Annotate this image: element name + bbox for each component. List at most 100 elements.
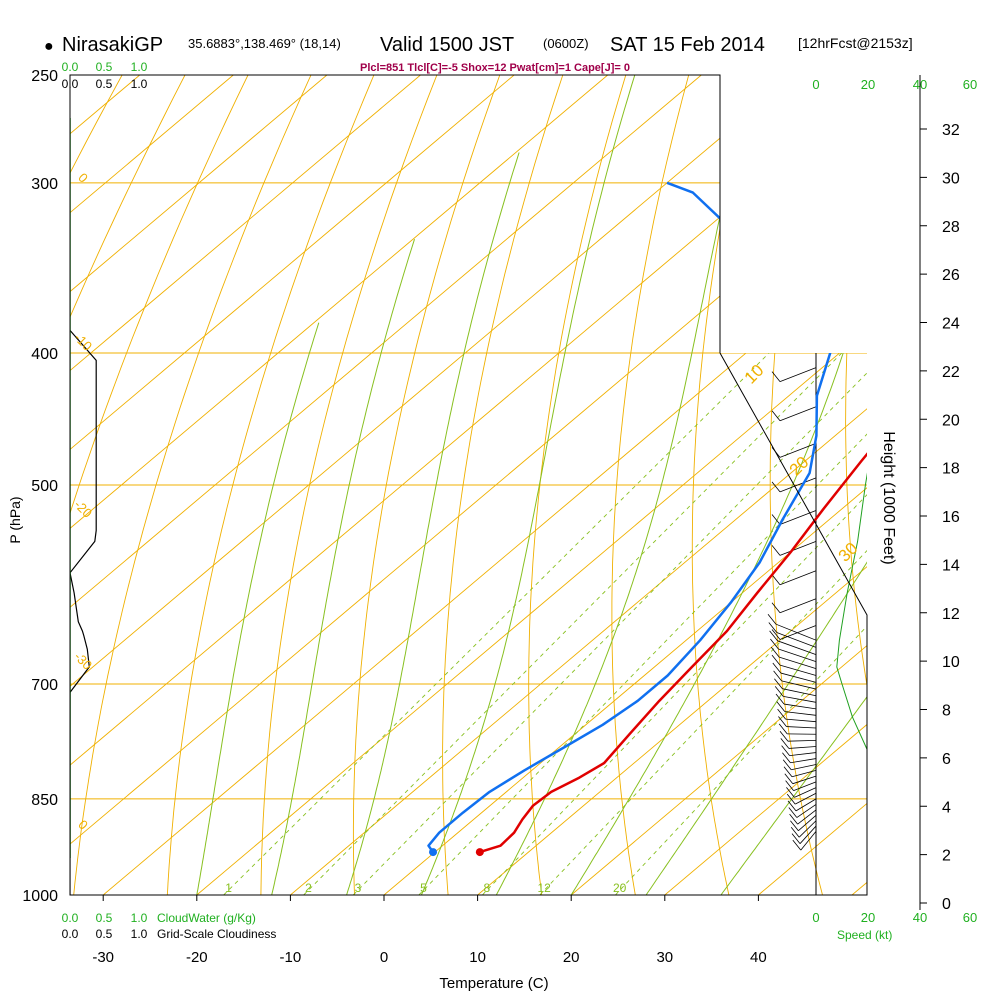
dry-adiabat-line [70, 75, 186, 319]
plot-frame [69, 74, 921, 910]
cloudiness-bottom-tick: 0.5 [96, 927, 113, 941]
speed-bottom-tick: 60 [963, 910, 977, 925]
wind-barb-flag [789, 813, 798, 825]
height-tick-label: 26 [942, 267, 960, 284]
height-tick-label: 24 [942, 316, 960, 333]
wind-barb-flag [782, 759, 792, 771]
wind-barb [781, 680, 817, 690]
cloudwater-bottom-tick: 1.0 [131, 911, 148, 925]
isotherm-line [946, 75, 1000, 895]
surface-temperature-point [475, 848, 484, 857]
x-tick-label: 40 [750, 949, 767, 966]
p-tick-label: 250 [31, 68, 58, 85]
mixing-ratio-line [482, 494, 867, 895]
cloud-profile [70, 118, 97, 895]
p-tick-label: 300 [31, 176, 58, 193]
cloudwater-bottom-tick: 0.5 [96, 911, 113, 925]
isotherm-line [477, 566, 867, 895]
cloudiness-top-tick: 1.0 [131, 77, 148, 91]
height-tick-label: 30 [942, 170, 960, 187]
wind-barb [795, 798, 817, 812]
dry-adiabat-line [166, 75, 375, 895]
wind-barb [791, 764, 817, 771]
plot-corner-mask [720, 60, 867, 353]
mixing-ratio-label: 2 [305, 881, 312, 895]
isotherm-label: 10 [741, 361, 768, 388]
dry-adiabat-line [990, 75, 1000, 895]
height-tick-label: 14 [942, 557, 960, 574]
p-tick-label: 700 [31, 677, 58, 694]
dry-adiabat-line [691, 75, 753, 895]
cloudwater-top-tick: 0.0 [62, 60, 79, 74]
dry-adiabat-label: -30 [71, 649, 95, 673]
wind-barb [779, 664, 817, 676]
wind-barb [793, 781, 817, 791]
wind-barb [779, 570, 817, 586]
mixing-ratio-line [223, 352, 770, 895]
dry-adiabat-line [611, 75, 690, 895]
mixing-ratio-label: 1 [225, 881, 232, 895]
moist-adiabat-line [346, 152, 520, 895]
wind-barb-flag [771, 629, 781, 640]
stability-indices: Plcl=851 Tlcl[C]=-5 Shox=12 Pwat[cm]=1 C… [360, 62, 630, 74]
wind-barb-flag [776, 701, 786, 712]
x-tick-label: -20 [186, 949, 208, 966]
wind-barb-flag [770, 638, 779, 650]
mixing-ratio-line [352, 372, 867, 895]
wind-barb-flag [770, 646, 780, 658]
x-axis-title: Temperature (C) [439, 975, 548, 992]
wind-barb [777, 640, 817, 655]
cloud-cover-line [70, 330, 97, 895]
wind-barb [775, 623, 817, 641]
wind-barb-flag [778, 716, 787, 727]
height-tick-label: 8 [942, 703, 951, 720]
wind-barb [776, 632, 817, 648]
speed-top-tick: 20 [861, 77, 875, 92]
height-tick-label: 0 [942, 896, 951, 913]
wind-barb [788, 746, 817, 749]
cloudiness-top-tick: 0.5 [96, 77, 113, 91]
station-name: NirasakiGP [62, 34, 163, 56]
wind-barb [789, 752, 817, 757]
wind-barb [799, 825, 817, 844]
p-tick-label: 400 [31, 346, 58, 363]
isotherm-line [70, 75, 515, 451]
p-tick-label: 1000 [22, 888, 58, 905]
cloudwater-bottom-tick: 0.0 [62, 911, 79, 925]
wind-barb [779, 598, 817, 614]
height-tick-label: 10 [942, 654, 960, 671]
wind-barb [783, 703, 817, 710]
forecast-info: [12hrFcst@2153z] [798, 35, 913, 51]
wind-barb [795, 792, 817, 805]
wind-barb-flag [792, 839, 802, 851]
height-tick-label: 2 [942, 848, 951, 865]
isotherm-line [851, 881, 867, 895]
x-tick-label: 0 [380, 949, 388, 966]
temperature-line [479, 452, 867, 854]
plot-border [69, 74, 868, 896]
isotherm-line [664, 723, 867, 895]
sounding-series [427, 181, 867, 857]
wind-barb-flag [771, 371, 781, 382]
speed-bottom-tick: 40 [913, 910, 927, 925]
wind-barb-flag [775, 693, 785, 705]
station-coords: 35.6883°,138.469° (18,14) [188, 36, 341, 51]
wind-barb-flag [786, 793, 796, 805]
speed-bottom-tick: 20 [861, 910, 875, 925]
wind-barb-flag [773, 670, 782, 682]
wind-barb-flag [774, 678, 783, 689]
dry-adiabat-line [352, 75, 501, 895]
moist-adiabat-line [196, 322, 320, 895]
height-axis-title: Height (1000 Feet) [880, 431, 897, 564]
wind-barb [784, 711, 817, 716]
isotherm-line [570, 645, 867, 895]
speed-top-tick: 0 [812, 77, 819, 92]
wind-barb [779, 625, 817, 640]
cloudiness-label: Grid-Scale Cloudiness [157, 927, 276, 941]
y-axis-title: P (hPa) [7, 496, 23, 543]
wind-barb [794, 787, 817, 798]
dry-adiabat-label: -20 [71, 497, 95, 521]
x-tick-label: 30 [656, 949, 673, 966]
mixing-ratio-label: 3 [355, 881, 362, 895]
height-tick-label: 28 [942, 219, 960, 236]
